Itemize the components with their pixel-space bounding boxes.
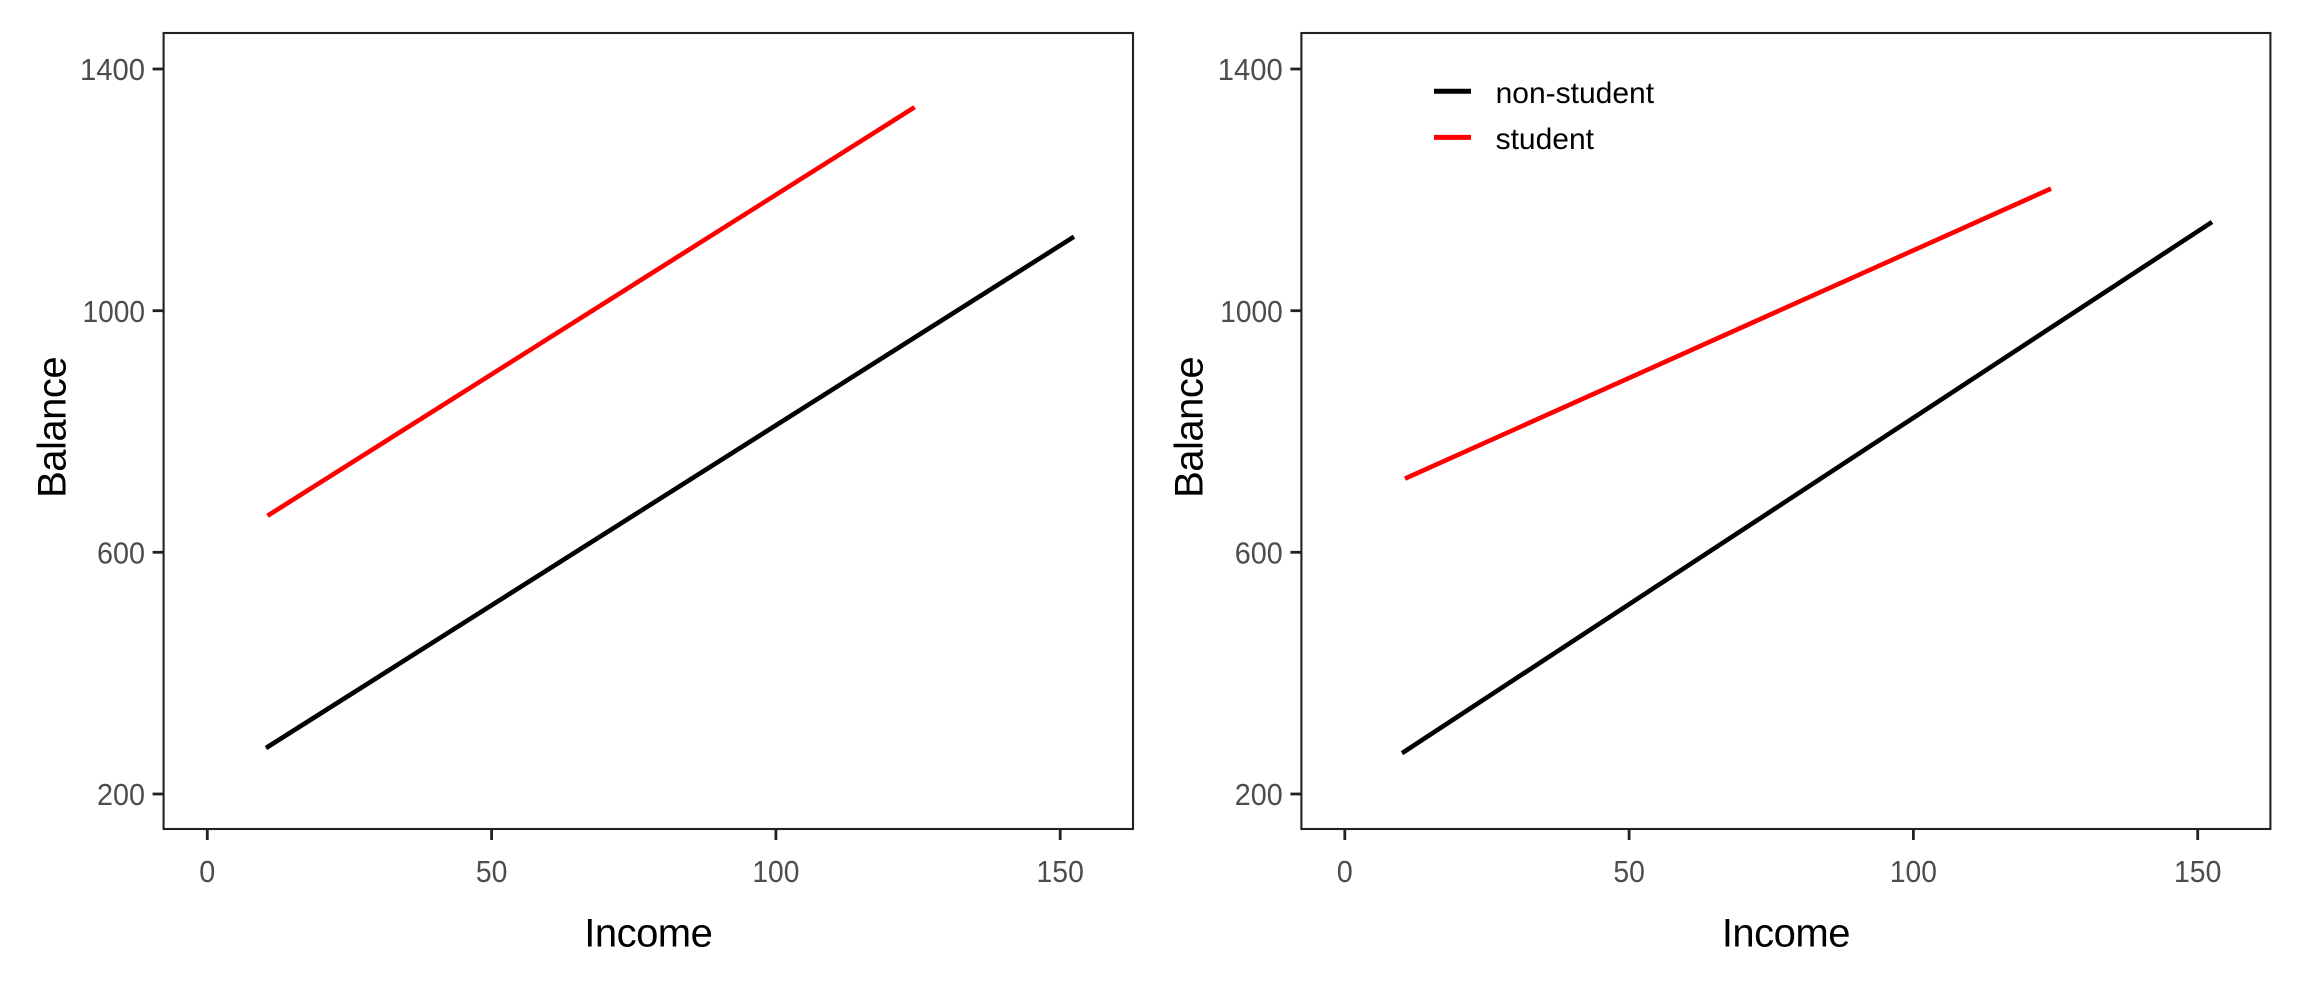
- svg-text:1000: 1000: [1220, 294, 1283, 329]
- svg-text:1000: 1000: [83, 294, 146, 329]
- svg-text:student: student: [1496, 123, 1595, 156]
- svg-text:100: 100: [752, 854, 799, 889]
- svg-text:50: 50: [1613, 854, 1645, 889]
- svg-text:200: 200: [1235, 777, 1283, 812]
- svg-text:50: 50: [476, 854, 508, 889]
- svg-text:Income: Income: [584, 912, 712, 956]
- svg-text:600: 600: [97, 535, 145, 570]
- svg-text:100: 100: [1890, 854, 1937, 889]
- svg-text:600: 600: [1235, 535, 1283, 570]
- svg-text:non-student: non-student: [1496, 77, 1655, 110]
- svg-text:0: 0: [1337, 854, 1353, 889]
- svg-text:150: 150: [2174, 854, 2221, 889]
- svg-text:Balance: Balance: [31, 357, 75, 498]
- svg-text:1400: 1400: [80, 52, 145, 87]
- svg-text:1400: 1400: [1218, 52, 1283, 87]
- svg-text:200: 200: [97, 777, 145, 812]
- svg-text:150: 150: [1037, 854, 1084, 889]
- svg-text:Balance: Balance: [1168, 357, 1212, 498]
- svg-text:0: 0: [199, 854, 215, 889]
- svg-text:Income: Income: [1722, 912, 1850, 956]
